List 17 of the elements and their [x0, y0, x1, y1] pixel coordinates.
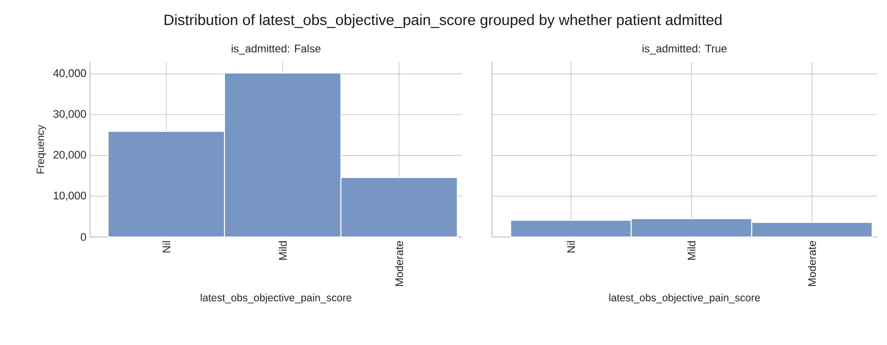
x-tick-label: Mild [278, 241, 287, 260]
chart-subtitle: is_admitted: True [642, 44, 727, 54]
x-tick-label: Moderate [808, 241, 816, 286]
x-axis-title: latest_obs_objective_pain_score [200, 294, 352, 304]
y-tick-label: 10,000 [54, 192, 86, 201]
y-tick-label: 40,000 [53, 69, 86, 78]
x-tick-label: Mild [687, 241, 696, 260]
y-tick-label: 30,000 [53, 110, 86, 120]
x-tick-label: Nil [162, 241, 170, 252]
x-axis-title: latest_obs_objective_pain_score [609, 294, 760, 304]
x-tick-label: Moderate [395, 241, 404, 286]
chart-title: Distribution of latest_obs_objective_pain_score grouped by whether patient admitted [164, 14, 722, 28]
x-tick-label: Nil [566, 241, 575, 252]
y-tick-label: 0 [80, 233, 86, 241]
chart-subtitle: is_admitted: False [232, 44, 320, 54]
y-axis-title: Frequency [36, 124, 46, 174]
y-tick-label: 20,000 [54, 150, 86, 160]
